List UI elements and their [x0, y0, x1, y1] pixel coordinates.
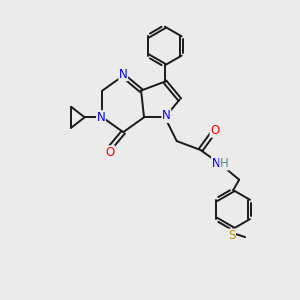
- Text: N: N: [97, 111, 105, 124]
- Text: O: O: [210, 124, 219, 137]
- Text: N: N: [162, 109, 171, 122]
- Text: H: H: [220, 157, 229, 170]
- Text: S: S: [228, 229, 236, 242]
- Text: N: N: [212, 157, 220, 170]
- Text: O: O: [105, 146, 115, 159]
- Text: N: N: [119, 68, 128, 81]
